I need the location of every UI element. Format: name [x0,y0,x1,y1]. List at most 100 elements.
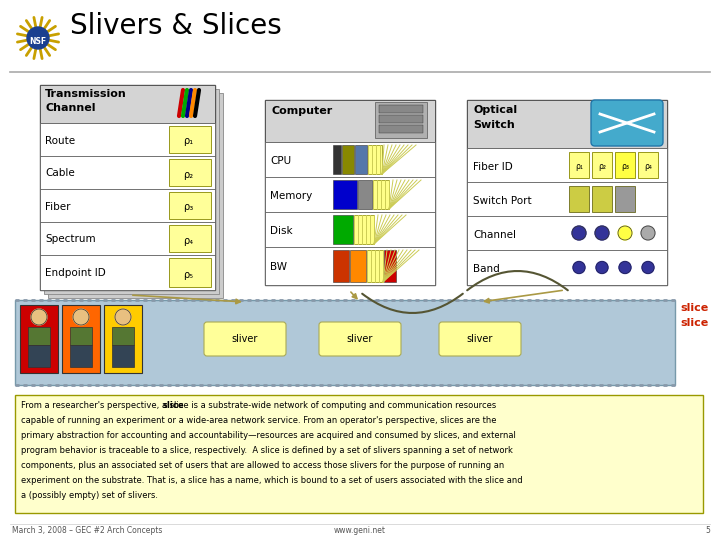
Text: Fiber ID: Fiber ID [473,161,513,172]
Text: NSF: NSF [30,37,47,46]
Text: Spectrum: Spectrum [45,234,96,245]
Bar [28,327,50,345]
Bar [70,345,92,367]
Text: Channel: Channel [473,230,516,240]
Bar [40,156,215,189]
Bar [265,100,435,285]
Bar [467,250,667,285]
Bar [384,250,396,282]
Text: a (possibly empty) set of slivers.: a (possibly empty) set of slivers. [21,491,158,500]
Text: ρ₃: ρ₃ [621,162,629,171]
Text: Slivers & Slices: Slivers & Slices [70,12,282,40]
Bar [615,186,635,212]
Text: Disk: Disk [270,226,292,236]
Text: BW: BW [270,262,287,273]
Bar [592,186,612,212]
Text: Memory: Memory [270,191,312,201]
Text: Transmission: Transmission [53,96,107,105]
Text: CPU: CPU [270,156,291,166]
Bar [40,255,215,290]
Bar [40,85,215,290]
Bar [350,250,366,282]
Bar [265,177,435,212]
Bar [379,125,423,133]
Circle shape [641,226,655,240]
Bar [379,105,423,113]
Bar [265,100,435,142]
Bar [15,300,675,385]
Bar [40,222,215,255]
Bar [169,159,211,186]
Text: 5: 5 [705,526,710,535]
Bar [354,215,374,244]
Bar [20,305,58,373]
Circle shape [619,261,631,273]
Bar [169,225,211,252]
Text: Switch: Switch [473,120,515,130]
Bar [48,93,223,298]
Bar [40,123,215,156]
Text: Optical: Optical [473,105,517,115]
Text: experiment on the substrate. That is, a slice has a name, which is bound to a se: experiment on the substrate. That is, a … [21,476,523,485]
Bar [368,145,382,174]
Bar [615,152,635,178]
Bar [265,212,435,247]
Text: Band: Band [473,264,500,274]
Bar [333,145,341,174]
Text: slice: slice [680,318,708,328]
Bar [265,142,435,177]
Bar [169,126,211,153]
Bar [40,189,215,222]
Circle shape [595,226,609,240]
Bar [569,186,589,212]
Text: ρ₄: ρ₄ [183,235,193,246]
Text: components, plus an associated set of users that are allowed to access those sli: components, plus an associated set of us… [21,461,504,470]
Text: ρ₂: ρ₂ [183,170,193,179]
Text: sliver: sliver [467,334,493,344]
Text: ρ₄: ρ₄ [644,162,652,171]
Text: ρ₃: ρ₃ [183,202,193,213]
Text: Fiber: Fiber [45,201,71,212]
Text: program behavior is traceable to a slice, respectively.  A slice is defined by a: program behavior is traceable to a slice… [21,446,513,455]
FancyBboxPatch shape [204,322,286,356]
Text: www.geni.net: www.geni.net [334,526,386,535]
Bar [375,102,427,138]
Text: Channel: Channel [45,103,96,113]
Bar [467,216,667,250]
Text: Route: Route [45,136,75,145]
Bar [40,85,215,123]
Bar [467,148,667,182]
Bar [467,182,667,216]
Text: primary abstraction for accounting and accountability—resources are acquired and: primary abstraction for accounting and a… [21,431,516,440]
Bar [62,305,100,373]
Circle shape [31,309,47,325]
Bar [467,100,667,285]
Bar [169,192,211,219]
Text: ρ₅: ρ₅ [183,269,193,280]
Bar [569,152,589,178]
FancyBboxPatch shape [591,100,663,146]
Bar [373,180,389,209]
Text: From a researcher's perspective, a slice is a substrate-wide network of computin: From a researcher's perspective, a slice… [21,401,496,410]
Text: Transmission: Transmission [45,89,127,99]
Bar [342,145,354,174]
Bar [638,152,658,178]
Circle shape [27,27,49,49]
Circle shape [73,309,89,325]
Bar [112,327,134,345]
Text: slice: slice [163,401,184,410]
Bar [265,247,435,285]
Text: capable of running an experiment or a wide-area network service. From an operato: capable of running an experiment or a wi… [21,416,497,425]
Bar [333,215,353,244]
Text: sliver: sliver [347,334,373,344]
Circle shape [573,261,585,273]
Bar [44,89,219,294]
Text: Computer: Computer [271,106,332,116]
Bar [379,115,423,123]
Text: slice: slice [680,303,708,313]
Text: sliver: sliver [232,334,258,344]
FancyBboxPatch shape [439,322,521,356]
Bar [104,305,142,373]
Circle shape [618,226,632,240]
Circle shape [572,226,586,240]
